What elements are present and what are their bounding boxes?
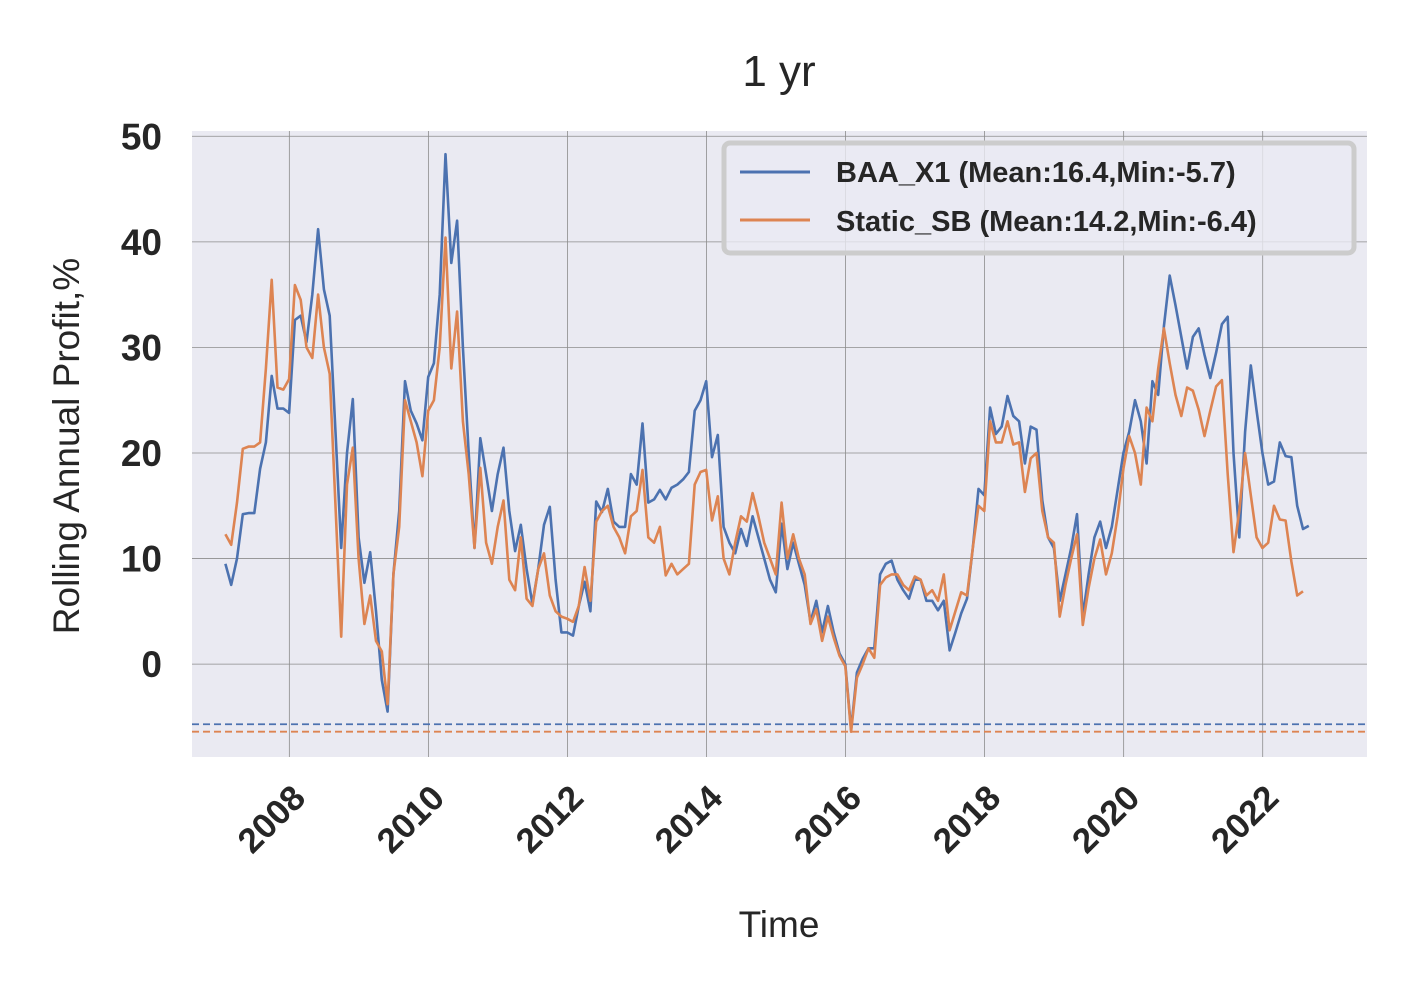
y-tick-label-0: 0 xyxy=(141,644,162,685)
y-tick-label-20: 20 xyxy=(121,433,162,474)
y-tick-label-30: 30 xyxy=(121,327,162,368)
x-axis-label: Time xyxy=(739,904,820,945)
series-line-1 xyxy=(224,236,1304,734)
y-axis-ticks: 0 10 20 30 40 50 xyxy=(121,116,162,685)
y-tick-label-40: 40 xyxy=(121,222,162,263)
legend-label-static-sb: Static_SB (Mean:14.2,Min:-6.4) xyxy=(836,206,1257,238)
series-lines xyxy=(224,152,1310,734)
legend-label-baa-x1: BAA_X1 (Mean:16.4,Min:-5.7) xyxy=(836,157,1236,189)
legend: BAA_X1 (Mean:16.4,Min:-5.7) Static_SB (M… xyxy=(721,140,1357,256)
min-reference-lines xyxy=(192,723,1367,733)
y-tick-label-10: 10 xyxy=(121,539,162,580)
chart-title: 1 yr xyxy=(742,47,815,96)
legend-box xyxy=(721,140,1357,256)
y-axis-label: Rolling Annual Profit,% xyxy=(46,258,87,634)
grid-lines xyxy=(192,131,1367,757)
y-tick-label-50: 50 xyxy=(121,116,162,157)
